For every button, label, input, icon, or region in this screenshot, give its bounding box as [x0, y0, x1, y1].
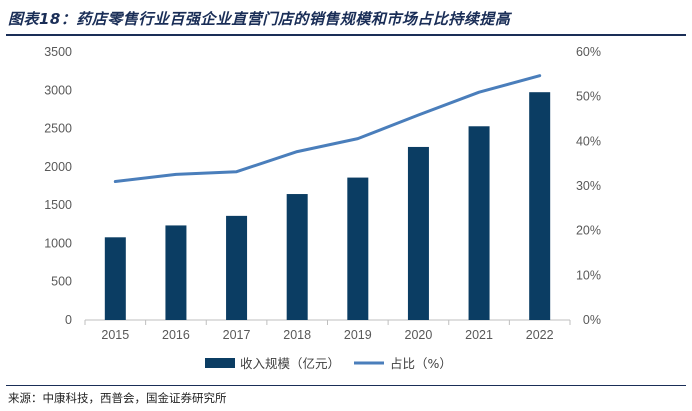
y-right-tick-labels: 0% 10% 20% 30% 40% 50% 60%: [576, 45, 601, 327]
y-left-tick-label: 1000: [44, 236, 72, 250]
chart-legend: 收入规模（亿元） 占比（%）: [205, 356, 452, 371]
bar-2018: [286, 194, 308, 320]
bar-2021: [468, 126, 490, 320]
title-divider: [6, 34, 686, 36]
x-tick-label: 2021: [465, 328, 493, 342]
bar-series: [104, 92, 551, 320]
figure-title: 图表18：药店零售行业百强企业直营门店的销售规模和市场占比持续提高: [8, 10, 511, 28]
line-series: [113, 74, 542, 184]
legend-line-label: 占比（%）: [390, 356, 452, 371]
x-tick-label: 2018: [283, 328, 311, 342]
x-tick-label: 2016: [162, 328, 190, 342]
y-left-tick-label: 1500: [44, 198, 72, 212]
y-right-tick-label: 20%: [576, 224, 601, 238]
y-left-tick-label: 2500: [44, 122, 72, 136]
bar-2017: [226, 215, 248, 320]
y-right-tick-label: 30%: [576, 179, 601, 193]
x-tick-labels: 2015 2016 2017 2018 2019 2020 2021 2022: [101, 328, 553, 342]
y-right-tick-label: 40%: [576, 134, 601, 148]
x-tick-label: 2022: [526, 328, 554, 342]
y-right-tick-label: 0%: [583, 313, 601, 327]
x-tick-label: 2020: [405, 328, 433, 342]
share-line: [113, 74, 542, 184]
legend-bar-swatch: [205, 358, 235, 368]
y-left-tick-labels: 0 500 1000 1500 2000 2500 3000 3500: [44, 45, 72, 327]
bar-2019: [347, 177, 369, 320]
y-right-tick-label: 60%: [576, 45, 601, 59]
bar-2015: [104, 237, 126, 320]
y-right-tick-label: 50%: [576, 90, 601, 104]
source-divider: [6, 385, 686, 386]
x-tick-label: 2017: [223, 328, 251, 342]
bar-2016: [165, 225, 187, 320]
y-left-tick-label: 3000: [44, 83, 72, 97]
x-tick-label: 2019: [344, 328, 372, 342]
y-left-tick-label: 0: [65, 313, 72, 327]
y-left-tick-label: 500: [51, 275, 72, 289]
bar-2022: [529, 92, 551, 320]
legend-bar-label: 收入规模（亿元）: [240, 356, 340, 371]
source-note: 来源：中康科技，西普会，国金证券研究所: [8, 391, 227, 405]
y-right-tick-label: 10%: [576, 268, 601, 282]
chart-axes: [84, 319, 571, 325]
y-left-tick-label: 2000: [44, 160, 72, 174]
x-tick-label: 2015: [101, 328, 129, 342]
bar-2020: [407, 146, 429, 320]
y-left-tick-label: 3500: [44, 45, 72, 59]
